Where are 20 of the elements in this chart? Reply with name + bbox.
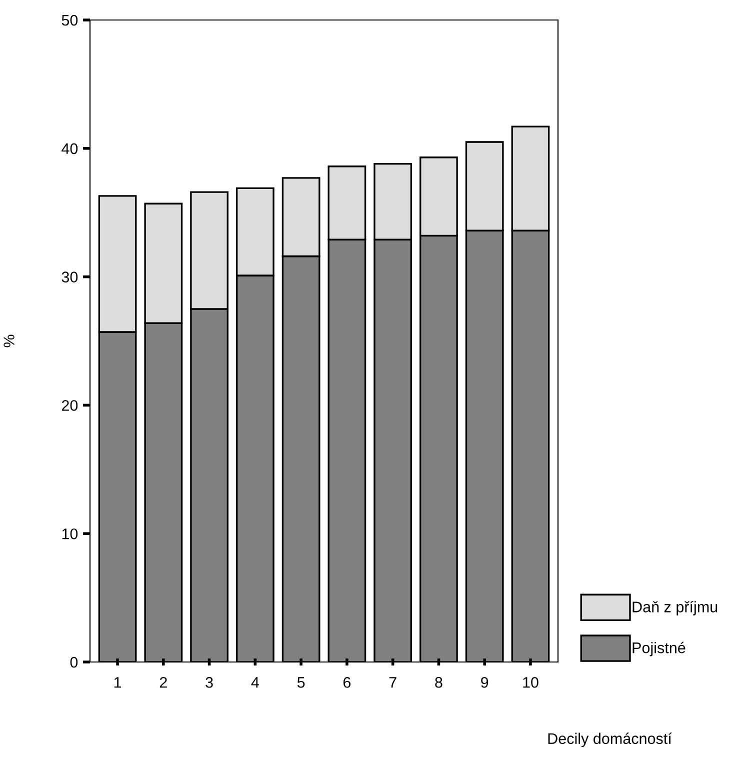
x-axis-title: Decily domácností xyxy=(548,732,672,748)
y-tick-label: 30 xyxy=(62,272,78,282)
x-tick-label: 5 xyxy=(297,677,305,688)
y-tick-label: 20 xyxy=(62,400,78,411)
x-tick-label: 1 xyxy=(114,677,122,688)
x-tick-label: 4 xyxy=(251,677,259,688)
x-tick-label: 7 xyxy=(389,677,396,688)
y-tick-label: 0 xyxy=(70,656,78,668)
legend-label: Daň z příjmu xyxy=(632,600,718,616)
y-axis-title: % xyxy=(4,334,14,348)
y-tick-label: 10 xyxy=(62,528,78,540)
y-tick-label: 40 xyxy=(62,143,78,154)
x-tick-label: 3 xyxy=(206,676,213,688)
legend-label: Pojistné xyxy=(632,642,686,656)
x-tick-label: 9 xyxy=(481,676,488,688)
x-tick-label: 8 xyxy=(435,676,442,688)
x-tick-label: 6 xyxy=(343,676,351,688)
y-tick-label: 50 xyxy=(62,14,78,26)
x-tick-label: 10 xyxy=(523,676,538,688)
x-tick-label: 2 xyxy=(160,676,167,688)
